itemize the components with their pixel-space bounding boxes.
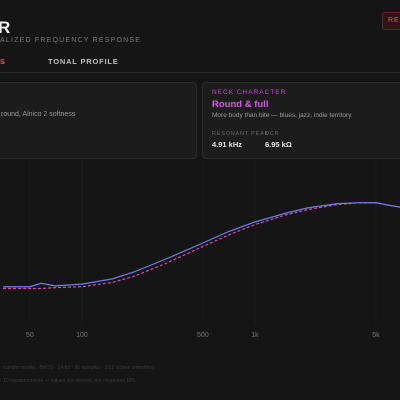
card-eyebrow: NECK CHARACTER xyxy=(212,89,287,96)
subtitle: ALIZED FREQUENCY RESPONSE xyxy=(0,37,142,44)
stat-label: RESONANT PEAK xyxy=(212,131,270,137)
action-button[interactable]: RE xyxy=(382,12,400,30)
stat-value: 4.91 kHz xyxy=(212,140,243,149)
card: NECK CHARACTER Round & full More body th… xyxy=(202,82,400,159)
x-tick-label: 5k xyxy=(372,332,380,339)
tab[interactable]: S xyxy=(0,57,6,73)
x-tick-label: 1k xyxy=(251,332,259,339)
x-tick-label: 500 xyxy=(197,332,209,339)
stat-label: DCR xyxy=(265,131,280,137)
series-line xyxy=(3,202,400,290)
stat-value: 6.95 kΩ xyxy=(265,140,292,149)
card-text: More body than bite — blues, jazz, indie… xyxy=(212,112,352,119)
page-title: R xyxy=(0,18,11,37)
tab[interactable]: TONAL PROFILE xyxy=(48,57,119,66)
chart: 50 100 500 1k 5k xyxy=(3,160,400,339)
card-text: round, Alnico 2 softness xyxy=(1,111,76,118)
footer-note: · 10 measurements — values are derived, … xyxy=(0,378,137,384)
footer-note: · transfer model · BW70 · 24-bit · 96 sa… xyxy=(0,365,155,371)
card-title: Round & full xyxy=(212,99,269,110)
x-tick-label: 100 xyxy=(76,332,88,339)
x-tick-label: 50 xyxy=(26,332,34,339)
card: round, Alnico 2 softness xyxy=(0,82,197,159)
series-line xyxy=(3,202,400,288)
divider xyxy=(0,72,400,73)
